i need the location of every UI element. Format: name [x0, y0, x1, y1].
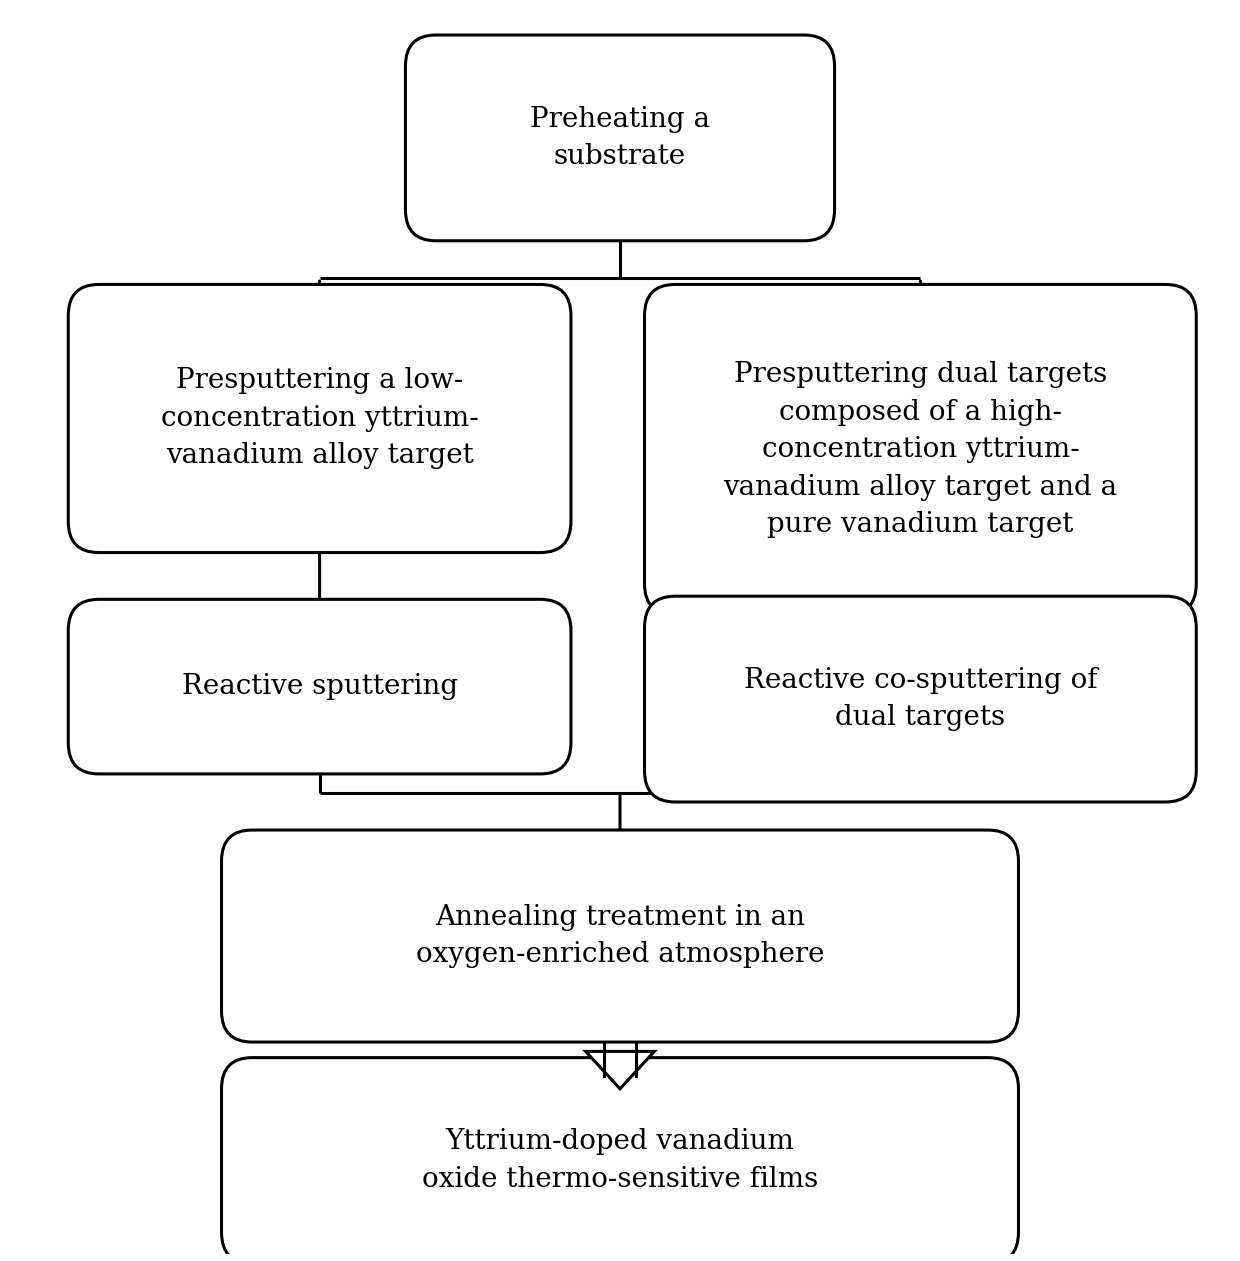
- Text: Reactive sputtering: Reactive sputtering: [181, 673, 458, 700]
- Text: Presputtering dual targets
composed of a high-
concentration yttrium-
vanadium a: Presputtering dual targets composed of a…: [723, 361, 1117, 538]
- Text: Presputtering a low-
concentration yttrium-
vanadium alloy target: Presputtering a low- concentration yttri…: [161, 367, 479, 469]
- FancyBboxPatch shape: [405, 35, 835, 241]
- FancyBboxPatch shape: [68, 285, 570, 552]
- Text: Annealing treatment in an
oxygen-enriched atmosphere: Annealing treatment in an oxygen-enriche…: [415, 904, 825, 968]
- FancyBboxPatch shape: [645, 596, 1197, 802]
- FancyBboxPatch shape: [222, 830, 1018, 1042]
- Text: Yttrium-doped vanadium
oxide thermo-sensitive films: Yttrium-doped vanadium oxide thermo-sens…: [422, 1129, 818, 1193]
- FancyBboxPatch shape: [222, 1058, 1018, 1261]
- Text: Preheating a
substrate: Preheating a substrate: [529, 106, 711, 170]
- FancyBboxPatch shape: [68, 599, 570, 774]
- FancyBboxPatch shape: [645, 285, 1197, 615]
- Polygon shape: [585, 1052, 655, 1088]
- Text: Reactive co-sputtering of
dual targets: Reactive co-sputtering of dual targets: [744, 667, 1097, 731]
